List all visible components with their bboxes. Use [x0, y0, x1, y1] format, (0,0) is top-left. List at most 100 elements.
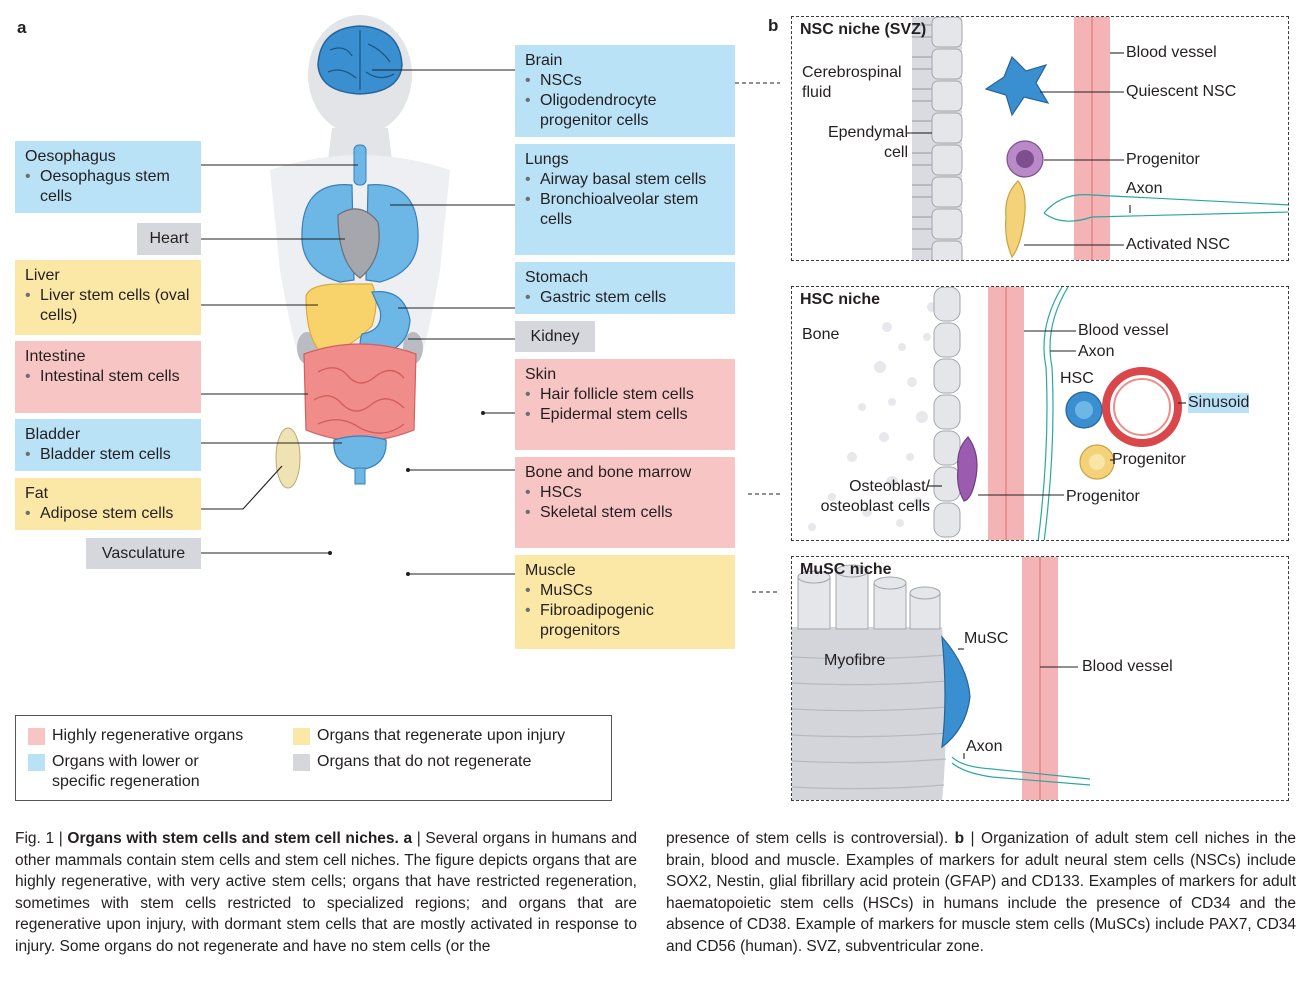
fat-item: Adipose stem cells — [25, 504, 191, 524]
legend-swatch-injury — [293, 728, 310, 745]
panel-a-letter: a — [17, 18, 27, 37]
intestine-item: Intestinal stem cells — [25, 367, 191, 387]
hsc-osteo-progenitor-cell — [957, 436, 978, 502]
csf-label: Cerebrospinal fluid — [802, 64, 902, 101]
skin-box: Skin Hair follicle stem cells Epidermal … — [515, 359, 735, 450]
hsc-label: HSC — [1060, 370, 1094, 387]
lungs-box: Lungs Airway basal stem cells Bronchioal… — [515, 144, 735, 255]
bone-item-2: Skeletal stem cells — [525, 503, 725, 523]
sinusoid-label: Sinusoid — [1188, 393, 1250, 413]
lungs-title: Lungs — [525, 151, 569, 168]
vasculature-title: Vasculature — [101, 544, 186, 562]
left-lung — [301, 184, 355, 283]
bladder-item: Bladder stem cells — [25, 445, 191, 465]
musc-axon — [951, 756, 1091, 780]
muscle-title: Muscle — [525, 562, 576, 579]
human-body-illustration — [200, 15, 780, 593]
hsc-axon-label: Axon — [1078, 343, 1115, 360]
caption-text-right-1: presence of stem cells is controversial)… — [666, 830, 955, 847]
lungs-item-1: Airway basal stem cells — [525, 170, 725, 190]
caption-bold-b: b — [954, 830, 965, 847]
oesophagus-box: Oesophagus Oesophagus stem cells — [15, 141, 201, 213]
hsc-osteo-progenitor-label: Progenitor — [1066, 488, 1140, 505]
bone-label: Bone — [802, 326, 840, 343]
nsc-axon — [1043, 194, 1288, 214]
quiescent-nsc-cell — [984, 55, 1050, 117]
brain-box: Brain NSCs Oligodendrocyte progenitor ce… — [515, 45, 735, 137]
caption-text-right-2: | Organization of adult stem cell niches… — [666, 830, 1297, 955]
fat-tissue — [275, 427, 301, 489]
activated-nsc-label: Activated NSC — [1126, 236, 1231, 253]
legend-swatch-lower — [28, 754, 45, 771]
hsc-progenitor-label: Progenitor — [1112, 451, 1186, 468]
nsc-axon-label: Axon — [1126, 180, 1163, 197]
kidney-title: Kidney — [530, 327, 580, 345]
hsc-axon — [1037, 287, 1063, 540]
fat-title: Fat — [25, 485, 49, 502]
bladder-box: Bladder Bladder stem cells — [15, 419, 201, 471]
liver-box: Liver Liver stem cells (oval cells) — [15, 260, 201, 335]
brain-item-2: Oligodendrocyte progenitor cells — [525, 91, 725, 131]
muscle-item-1: MuSCs — [525, 581, 725, 601]
hsc-niche-title: HSC niche — [800, 291, 881, 308]
osteoblast-label: Osteoblast/ osteoblast cells — [820, 478, 930, 515]
brain-title: Brain — [525, 52, 563, 69]
sinusoid-vessel — [1102, 367, 1182, 447]
hsc-niche-panel: HSC niche Bone Blood vessel Axon HSC Sin… — [791, 286, 1289, 541]
legend: Highly regenerative organs Organs that r… — [15, 715, 612, 801]
hsc-blood-vessel-label: Blood vessel — [1078, 322, 1169, 339]
legend-label-injury: Organs that regenerate upon injury — [317, 727, 566, 744]
myofibre-bundle — [792, 627, 946, 800]
heart-title: Heart — [149, 230, 189, 247]
heart-box: Heart — [137, 223, 201, 255]
intestine-title: Intestine — [25, 348, 86, 365]
nsc-blood-vessel-label: Blood vessel — [1126, 44, 1217, 61]
legend-label-highly: Highly regenerative organs — [52, 727, 244, 744]
heart-organ — [337, 208, 380, 279]
intestine-box: Intestine Intestinal stem cells — [15, 341, 201, 413]
caption-left: Fig. 1 | Organs with stem cells and stem… — [15, 828, 637, 957]
legend-swatch-highly — [28, 728, 45, 745]
muscle-item-2: Fibroadipogenic progenitors — [525, 601, 725, 641]
liver-organ — [305, 283, 377, 357]
brain-item-1: NSCs — [525, 71, 725, 91]
musc-axon-label: Axon — [966, 738, 1003, 755]
stomach-title: Stomach — [525, 269, 589, 286]
fat-box: Fat Adipose stem cells — [15, 478, 201, 530]
musc-niche-panel: MuSC niche Myofibre MuSC Blood vessel Ax… — [791, 556, 1289, 801]
caption-right: presence of stem cells is controversial)… — [666, 828, 1296, 957]
vasculature-box: Vasculature — [86, 538, 201, 569]
myofibre-label: Myofibre — [824, 652, 886, 669]
skin-item-1: Hair follicle stem cells — [525, 385, 725, 405]
bone-box: Bone and bone marrow HSCs Skeletal stem … — [515, 457, 735, 548]
stomach-item: Gastric stem cells — [525, 288, 725, 308]
legend-label-lower: Organs with lower or specific regenerati… — [52, 753, 200, 790]
liver-title: Liver — [25, 267, 60, 284]
caption-fig-label: Fig. 1 | — [15, 830, 68, 847]
neck-silhouette — [328, 128, 392, 160]
nsc-niche-panel: NSC niche (SVZ) Cerebrospinal fluid Epen… — [791, 16, 1289, 261]
oesophagus-item: Oesophagus stem cells — [25, 167, 191, 207]
liver-item: Liver stem cells (oval cells) — [25, 286, 191, 326]
kidney-box: Kidney — [515, 321, 595, 352]
bladder-organ — [333, 435, 387, 471]
ependymal-label: Ependymal cell — [827, 124, 908, 161]
bone-title: Bone and bone marrow — [525, 464, 692, 481]
lungs-item-2: Bronchioalveolar stem cells — [525, 190, 725, 230]
legend-label-none: Organs that do not regenerate — [317, 753, 532, 770]
activated-nsc-cell — [1005, 180, 1026, 259]
bone-item-1: HSCs — [525, 483, 725, 503]
legend-swatch-none — [293, 754, 310, 771]
skin-title: Skin — [525, 366, 557, 383]
muscle-box: Muscle MuSCs Fibroadipogenic progenitors — [515, 555, 735, 649]
skin-item-2: Epidermal stem cells — [525, 405, 725, 425]
caption-text-left: | Several organs in humans and other mam… — [15, 830, 638, 955]
quiescent-nsc-label: Quiescent NSC — [1126, 83, 1237, 100]
panel-b-letter: b — [768, 16, 779, 35]
oesophagus-title: Oesophagus — [25, 148, 116, 165]
musc-label: MuSC — [964, 630, 1009, 647]
right-lung — [365, 184, 419, 283]
nsc-progenitor-label: Progenitor — [1126, 151, 1200, 168]
caption-bold-title: Organs with stem cells and stem cell nic… — [67, 830, 413, 847]
nsc-niche-title: NSC niche (SVZ) — [800, 21, 927, 38]
